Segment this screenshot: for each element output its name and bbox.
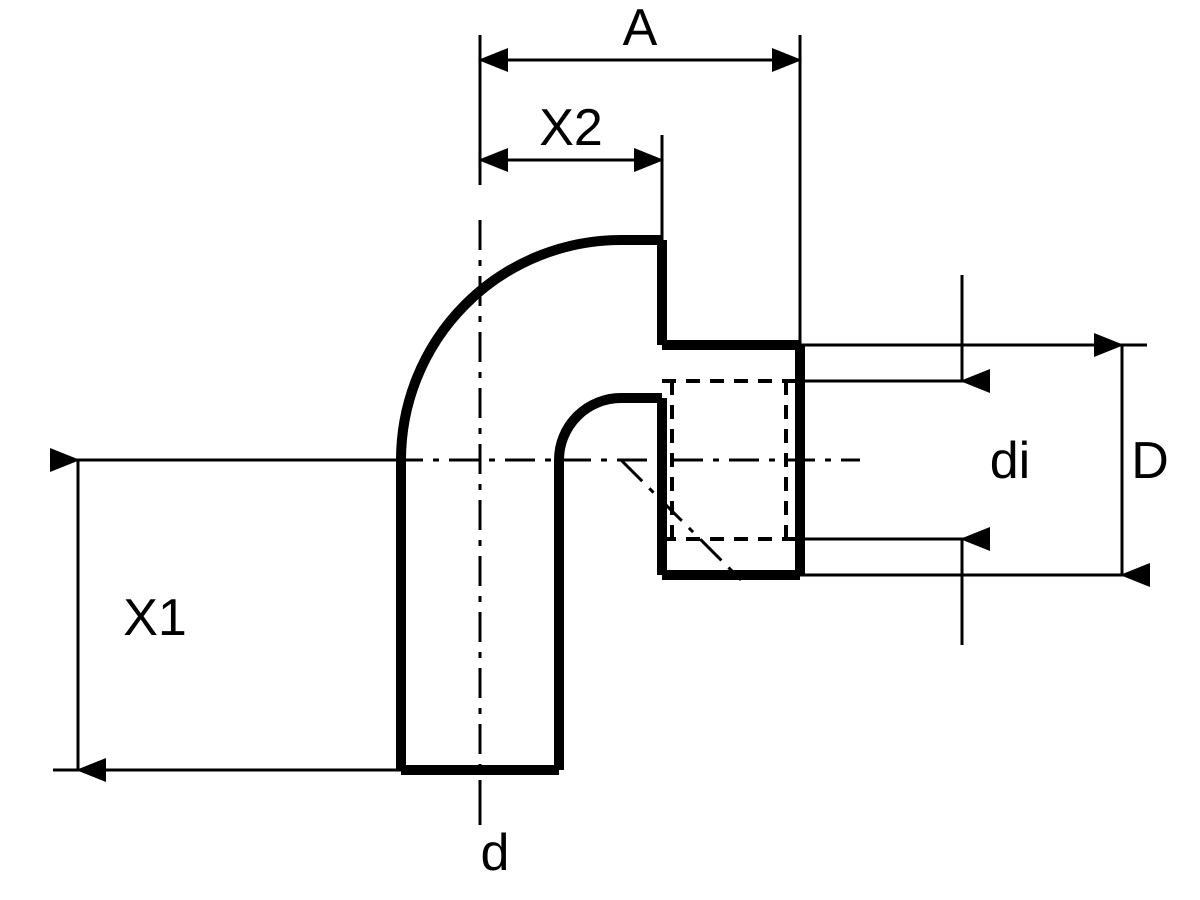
elbow-dimension-diagram: A X2 X1 Ddi d [0, 0, 1200, 900]
label-X2: X2 [539, 99, 603, 157]
label-d: d [481, 824, 510, 882]
label-A: A [623, 0, 658, 57]
label-X1: X1 [123, 589, 187, 647]
label-di: di [990, 432, 1030, 490]
label-D: D [1131, 432, 1169, 490]
